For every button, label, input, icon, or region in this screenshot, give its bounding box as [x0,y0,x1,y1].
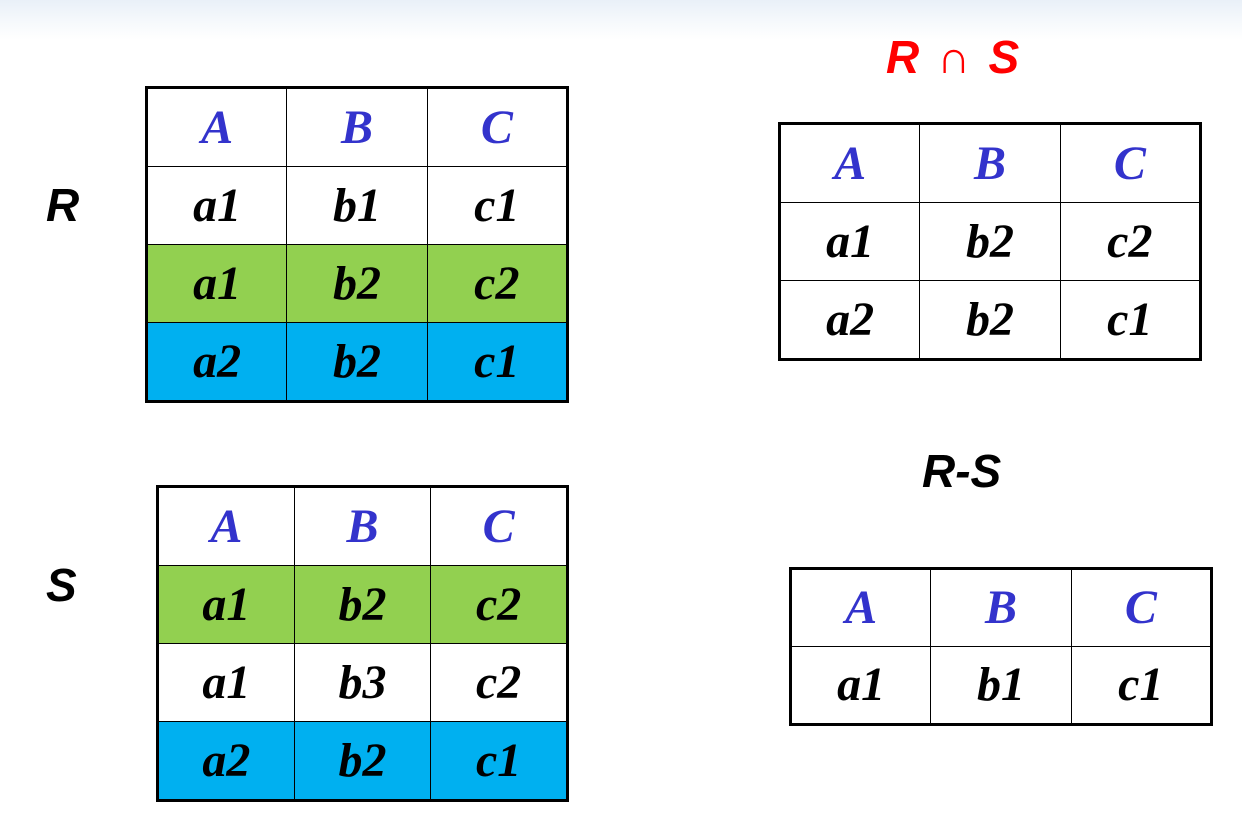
intersection-right-operand: S [988,31,1020,83]
column-header: A [157,486,295,566]
table-cell: a1 [157,565,295,644]
intersection-label: R ∩ S [886,34,1019,80]
table-row: a2 b2 c1 [157,721,568,801]
relation-r-table: A B C a1 b1 c1 a1 b2 c2 a2 b2 c1 [145,86,569,403]
difference-table: A B C a1 b1 c1 [789,567,1213,726]
column-header: A [778,123,921,203]
table-cell: c2 [430,643,568,722]
table-cell: b2 [919,202,1061,281]
table-row: a1 b1 c1 [145,166,569,245]
table-row: a1 b3 c2 [157,643,568,722]
header-row: A B C [145,87,569,167]
table-row: a2 b2 c1 [778,280,1202,360]
column-header: B [919,123,1061,203]
header-band [0,0,1242,40]
column-header: C [430,486,568,566]
table-row: a2 b2 c1 [145,322,569,402]
relation-r-label: R [46,179,80,231]
table-row: a1 b2 c2 [157,565,568,644]
table-cell: c2 [430,565,568,644]
table-cell: a1 [778,202,921,281]
difference-label: R-S [922,445,1002,497]
table-row: a1 b2 c2 [778,202,1202,281]
column-header: B [930,568,1072,647]
table-cell: b1 [286,166,428,245]
intersection-table: A B C a1 b2 c2 a2 b2 c1 [778,122,1202,361]
header-row: A B C [789,568,1213,647]
column-header: C [1070,568,1213,647]
table-cell: c1 [1070,646,1213,725]
table-cell: c1 [426,166,569,245]
table-cell: a1 [145,166,288,245]
header-row: A B C [778,123,1202,203]
column-header: B [286,87,428,167]
table-cell: b2 [286,244,428,323]
table-cell: c2 [1059,202,1202,281]
table-cell: a1 [157,643,295,722]
table-cell: c2 [426,244,569,323]
table-row: a1 b1 c1 [789,646,1213,725]
table-cell: b2 [286,322,428,402]
table-cell: b2 [919,280,1061,360]
relation-s-table: A B C a1 b2 c2 a1 b3 c2 a2 b2 c1 [156,485,569,802]
table-cell: c1 [426,322,569,402]
table-cell: a2 [157,721,295,801]
header-row: A B C [157,486,568,566]
table-cell: b2 [293,565,432,644]
intersection-left-operand: R [886,31,920,83]
table-cell: c1 [1059,280,1202,360]
table-row: a1 b2 c2 [145,244,569,323]
column-header: A [789,568,932,647]
column-header: C [1059,123,1202,203]
column-header: B [293,486,432,566]
relation-s-label: S [46,559,77,611]
table-cell: b3 [293,643,432,722]
table-cell: b2 [293,721,432,801]
table-cell: a2 [778,280,921,360]
table-cell: a2 [145,322,288,402]
intersection-operator: ∩ [937,31,971,83]
table-cell: a1 [789,646,932,725]
table-cell: a1 [145,244,288,323]
table-cell: c1 [430,721,568,801]
column-header: A [145,87,288,167]
table-cell: b1 [930,646,1072,725]
column-header: C [426,87,569,167]
